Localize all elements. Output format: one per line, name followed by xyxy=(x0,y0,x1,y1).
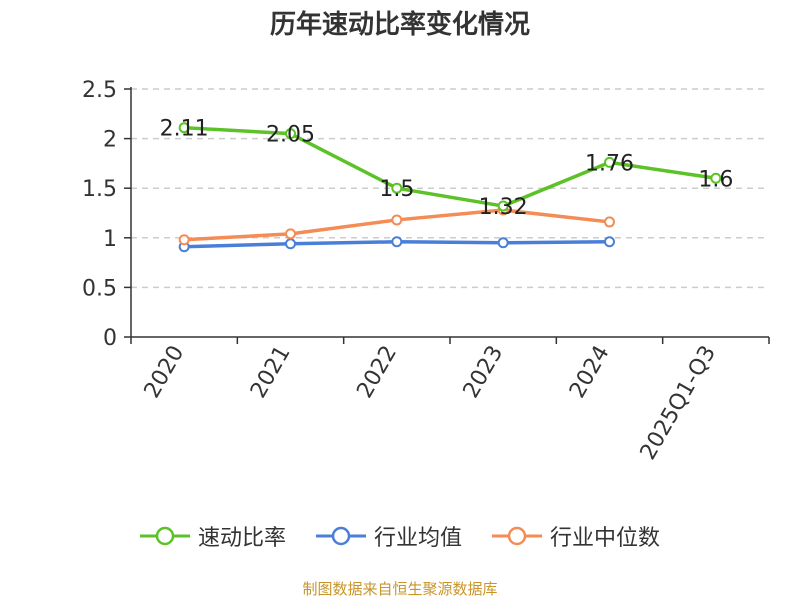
data-point-行业中位数 xyxy=(604,216,615,228)
x-tick-label: 2022 xyxy=(352,342,402,403)
legend-line-icon xyxy=(315,526,366,546)
data-label: 2.11 xyxy=(160,117,209,142)
data-point-行业均值 xyxy=(604,236,615,248)
legend-line-icon xyxy=(139,526,190,546)
x-tick-label: 2021 xyxy=(246,342,296,403)
y-tick-label: 2.5 xyxy=(82,78,117,103)
data-point-速动比率 xyxy=(178,122,190,134)
data-point-行业中位数 xyxy=(285,228,296,240)
legend-label: 速动比率 xyxy=(197,526,286,551)
data-label: 2.05 xyxy=(266,123,315,148)
source-note: 制图数据来自恒生聚源数据库 xyxy=(302,580,498,598)
data-point-行业中位数 xyxy=(178,234,190,246)
x-tick-label: 2023 xyxy=(459,341,509,402)
legend-item[interactable]: 行业中位数 xyxy=(492,520,660,552)
chart-title: 历年速动比率变化情况 xyxy=(269,10,530,40)
legend-label: 行业均值 xyxy=(373,526,462,551)
legend-line-icon xyxy=(492,526,542,546)
series-line-速动比率 xyxy=(184,125,717,208)
data-point-速动比率 xyxy=(604,156,615,168)
y-tick-label: 0 xyxy=(103,326,117,351)
data-point-速动比率 xyxy=(285,128,296,140)
y-tick-label: 1.5 xyxy=(82,177,117,202)
legend: 速动比率 行业均值 行业中位数 xyxy=(0,520,800,552)
y-tick-label: 2 xyxy=(103,128,117,153)
data-point-行业均值 xyxy=(497,237,509,249)
x-tick-label: 2020 xyxy=(140,342,190,403)
data-point-行业均值 xyxy=(391,236,403,248)
data-point-行业均值 xyxy=(285,238,296,250)
x-tick-label: 2024 xyxy=(565,342,615,403)
y-tick-label: 1 xyxy=(103,227,117,252)
legend-label: 行业中位数 xyxy=(550,526,661,551)
data-label: 1.76 xyxy=(585,151,634,176)
data-label: 1.5 xyxy=(379,177,414,202)
data-point-速动比率 xyxy=(710,172,722,184)
data-label: 1.32 xyxy=(479,195,528,220)
data-label: 1.6 xyxy=(698,167,733,192)
legend-item[interactable]: 行业均值 xyxy=(315,520,462,552)
data-point-行业中位数 xyxy=(391,214,403,226)
x-tick-label: 2025Q1-Q3 xyxy=(636,342,721,465)
y-tick-label: 0.5 xyxy=(82,276,117,301)
data-point-速动比率 xyxy=(391,182,403,194)
data-point-速动比率 xyxy=(497,200,509,212)
legend-item[interactable]: 速动比率 xyxy=(139,520,286,552)
